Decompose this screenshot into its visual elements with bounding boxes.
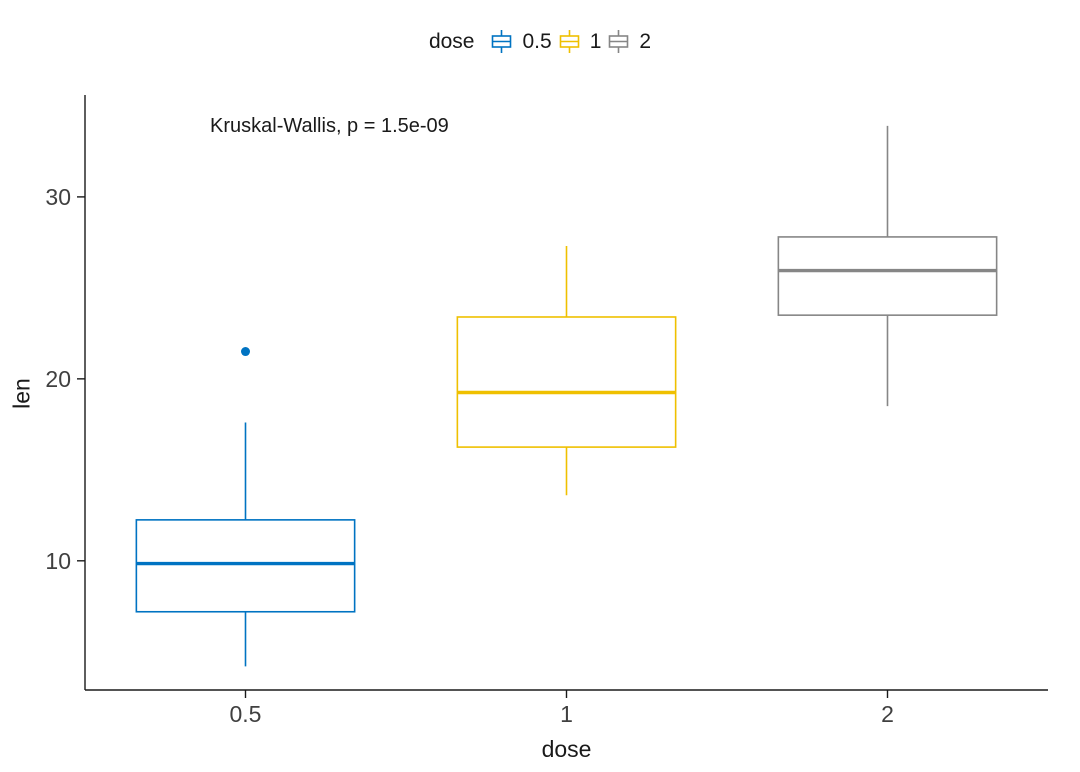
y-tick-label: 10: [45, 548, 71, 574]
y-axis-title: len: [8, 378, 35, 409]
y-tick-label: 20: [45, 366, 71, 392]
legend-title: dose: [428, 29, 475, 53]
boxplot-key-icon: [609, 30, 629, 53]
legend-item-2: 2: [605, 28, 651, 55]
boxplot-key-icon: [492, 30, 512, 53]
box-rect-2: [777, 236, 998, 316]
x-tick-label: 2: [881, 701, 894, 727]
stat-annotation: Kruskal-Wallis, p = 1.5e-09: [210, 115, 449, 137]
box-rect-1: [456, 316, 677, 448]
legend-item-0.5: 0.5: [488, 28, 552, 55]
x-tick-label: 0.5: [230, 701, 262, 727]
outlier-point-0.5: [241, 347, 250, 357]
y-tick-label: 30: [45, 184, 71, 210]
boxplot-key-icon: [559, 30, 579, 53]
legend-label: 1: [589, 29, 602, 53]
x-tick-label: 1: [560, 701, 573, 727]
legend: dose 0.5 1 2: [0, 28, 1080, 55]
x-axis-title: dose: [541, 736, 592, 762]
legend-label: 0.5: [522, 29, 552, 53]
legend-item-1: 1: [556, 28, 602, 55]
legend-label: 2: [639, 29, 652, 53]
legend-items: 0.5 1 2: [484, 28, 651, 55]
box-rect-0.5: [135, 519, 356, 613]
